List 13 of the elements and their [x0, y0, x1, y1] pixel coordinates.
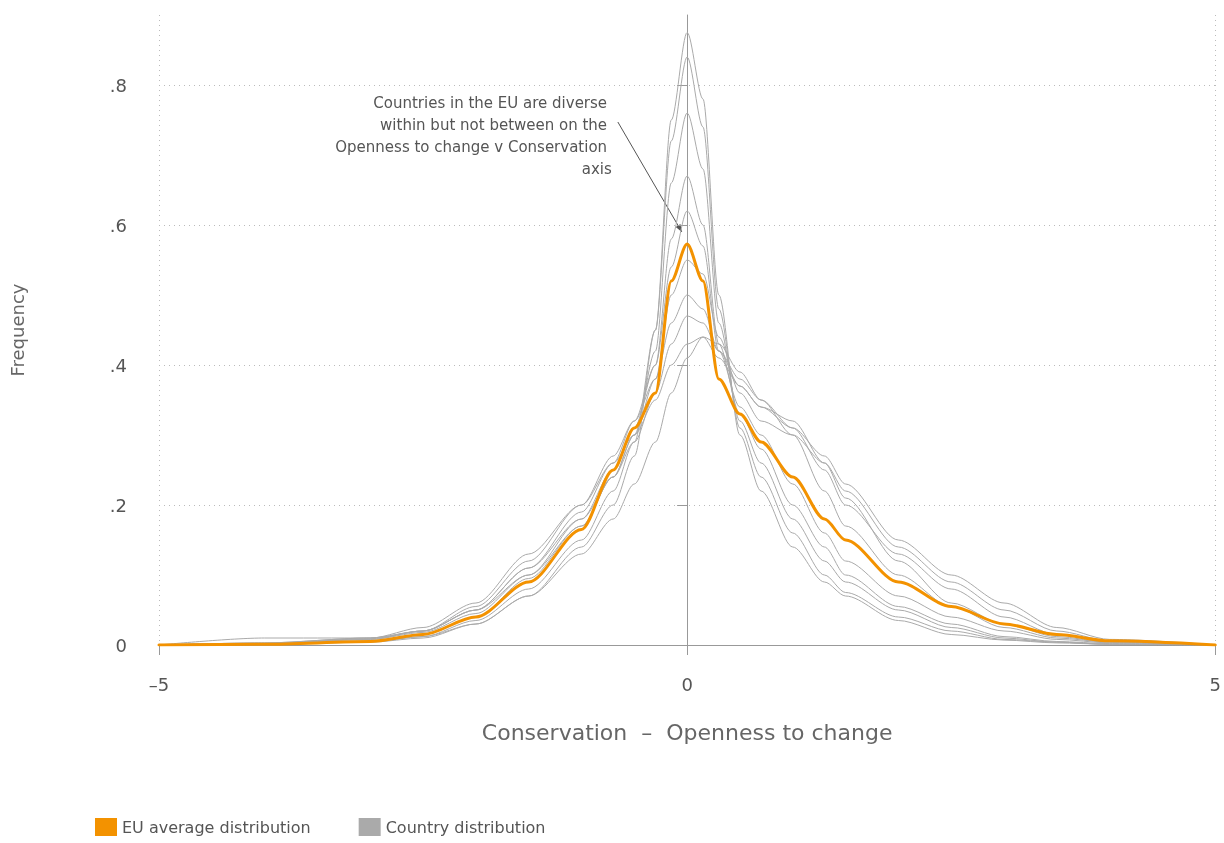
legend-label: EU average distribution — [122, 817, 311, 837]
y-tick-label: .6 — [109, 214, 127, 236]
annotation: Countries in the EU are diverse within but not between on the Openness to change v Conservation axis — [335, 94, 613, 178]
x-tick-label: 5 — [1209, 673, 1221, 695]
y-axis-title: Frequency — [6, 283, 28, 377]
legend-label: Country distribution — [385, 817, 546, 837]
y-tick-label: .8 — [109, 74, 127, 96]
x-axis-title: Conservation – Openness to change — [481, 719, 893, 745]
x-tick-label: 0 — [681, 673, 693, 695]
y-tick-label: .2 — [109, 494, 127, 516]
x-tick-label: –5 — [148, 673, 170, 695]
y-tick-label: 0 — [115, 634, 127, 656]
y-tick-label: .4 — [109, 354, 127, 376]
